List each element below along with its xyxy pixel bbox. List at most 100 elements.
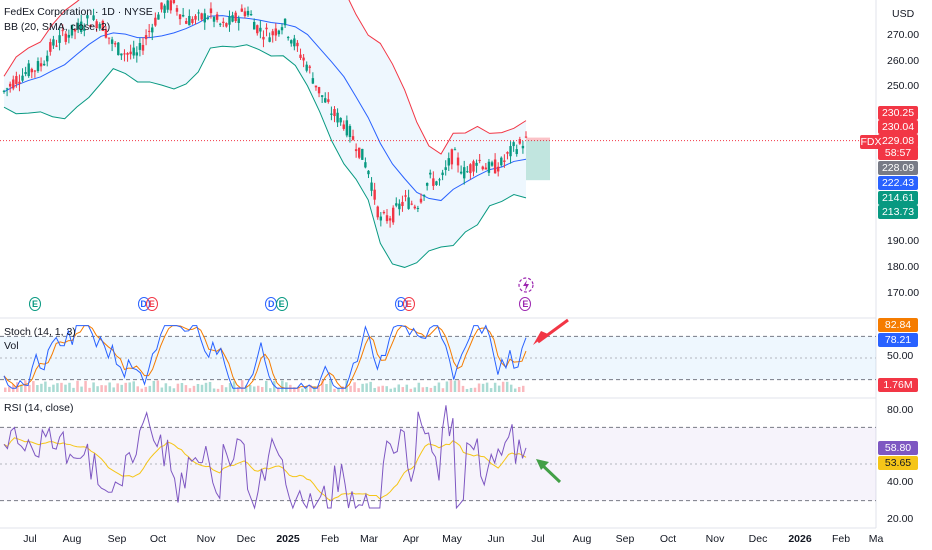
candle-body (290, 40, 293, 44)
time-axis-label: Oct (659, 533, 677, 545)
volume-bar (469, 387, 473, 392)
volume-bar (277, 387, 280, 392)
volume-bar (244, 385, 248, 392)
candle-body (361, 148, 364, 160)
candle-body (243, 11, 247, 17)
volume-bar (220, 385, 224, 392)
candle-body (92, 15, 95, 20)
candle-body (413, 206, 417, 209)
volume-bar (405, 384, 409, 392)
candle-body (2, 90, 6, 92)
candle-body (107, 37, 111, 39)
volume-bar (216, 388, 220, 392)
price-tag: 214.61 (878, 191, 918, 205)
volume-bar (489, 388, 493, 392)
volume-bar (104, 385, 107, 392)
candle-body (209, 8, 213, 14)
candle-body (141, 44, 145, 51)
volume-bar (505, 381, 509, 392)
candle-body (135, 52, 139, 56)
candle-body (283, 18, 287, 26)
time-axis-label: Jul (531, 533, 545, 545)
volume-bar (357, 388, 360, 392)
volume-bar (389, 388, 392, 392)
volume-bar (72, 387, 75, 392)
candle-body (487, 161, 491, 173)
volume-bar (108, 382, 111, 392)
candle-body (163, 5, 166, 13)
time-axis-label: Aug (572, 533, 592, 545)
volume-bar (176, 383, 180, 392)
volume-bar (301, 388, 304, 392)
volume-bar (240, 380, 244, 392)
volume-bar (449, 380, 453, 392)
volume-bar (252, 386, 256, 392)
stoch-k-line (3, 324, 527, 389)
bb-lower-line (3, 44, 527, 268)
volume-bar (232, 381, 236, 392)
volume-bar (8, 386, 11, 392)
volume-bar (393, 387, 396, 392)
candle-body (490, 162, 494, 166)
stoch-tick: 50.00 (887, 350, 914, 362)
volume-bar (80, 386, 83, 392)
price-tick: 190.00 (887, 235, 920, 247)
candle-body (416, 207, 420, 209)
candle-body (450, 149, 454, 165)
volume-bar (196, 383, 200, 392)
candle-body (333, 109, 336, 117)
volume-bar (88, 387, 91, 392)
time-axis-label: May (442, 533, 462, 545)
volume-bar (188, 388, 192, 392)
candle-body (354, 149, 358, 152)
earnings-event-icon[interactable]: E (402, 297, 415, 311)
volume-bar (285, 382, 288, 392)
candle-body (453, 149, 457, 151)
candle-body (475, 162, 478, 166)
candle-body (55, 45, 58, 47)
red-arrow-annotation (537, 318, 569, 344)
earnings-event-icon[interactable]: E (275, 297, 288, 311)
candle-body (521, 145, 525, 149)
candle-body (95, 21, 98, 29)
volume-bar (144, 386, 148, 392)
candle-body (469, 164, 472, 174)
earnings-event-icon[interactable]: E (29, 297, 42, 311)
candle-body (144, 35, 148, 40)
candle-body (237, 18, 240, 23)
volume-bar (401, 387, 405, 392)
candle-body (401, 201, 404, 207)
volume-bar (325, 383, 328, 392)
candle-body (194, 15, 197, 20)
price-tag: 228.09 (878, 161, 918, 175)
volume-legend: Vol (4, 340, 19, 352)
earnings-event-icon[interactable]: E (519, 297, 532, 311)
candle-body (410, 203, 413, 205)
candle-body (160, 2, 163, 10)
volume-bar (361, 383, 364, 392)
volume-bar (140, 388, 144, 392)
price-tick: 180.00 (887, 261, 920, 273)
volume-bar (373, 387, 376, 392)
candle-body (317, 87, 321, 94)
volume-bar (437, 382, 441, 392)
volume-bar (36, 385, 39, 392)
earnings-event-icon[interactable]: E (145, 297, 158, 311)
volume-bar (64, 384, 67, 392)
volume-bar (353, 382, 356, 392)
candle-body (512, 142, 515, 147)
volume-bar (453, 380, 457, 392)
candle-body (398, 203, 401, 210)
bb-fill (4, 0, 526, 268)
stoch-d-tag: 82.84 (878, 318, 918, 332)
volume-bar (409, 388, 413, 392)
candle-body (206, 17, 210, 19)
volume-bar (429, 387, 433, 392)
volume-bar (116, 383, 119, 392)
volume-bar (305, 386, 308, 392)
candle-body (379, 216, 383, 221)
volume-bar (236, 387, 240, 392)
volume-bar (152, 380, 156, 392)
volume-bar (413, 387, 417, 392)
